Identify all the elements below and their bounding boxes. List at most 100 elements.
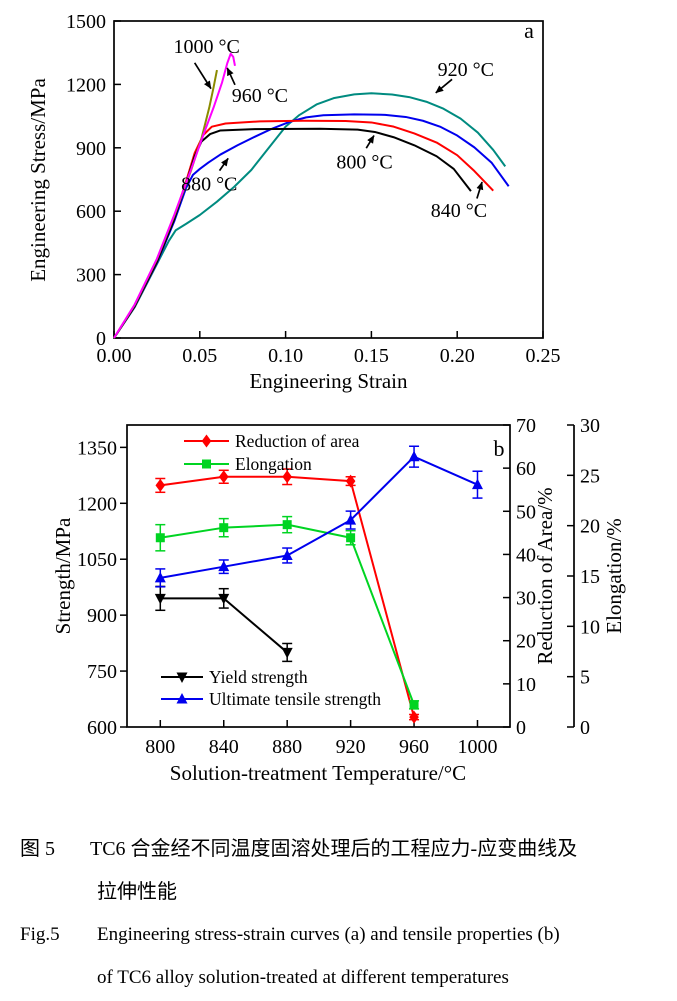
annotation-arrow — [193, 62, 212, 90]
annotation-arrow — [218, 157, 229, 172]
legend-label: Reduction of area — [235, 431, 360, 451]
x-tick-label: 0.15 — [354, 345, 389, 367]
x-tick-label: 0.05 — [182, 345, 217, 367]
curve-label-880C: 880 °C — [181, 173, 237, 195]
x-tick-label: 1000 — [457, 736, 497, 758]
curve-920C — [113, 92, 507, 339]
marker-triangle-up — [408, 450, 420, 462]
legend-label: Ultimate tensile strength — [209, 689, 381, 709]
marker-triangle-up — [345, 514, 357, 525]
marker-diamond — [155, 478, 166, 492]
right2-axis-title: Elongation/% — [602, 518, 626, 633]
right1-tick-label: 30 — [516, 588, 536, 610]
figure-caption: 图 5 TC6 合金经不同温度固溶处理后的工程应力-应变曲线及 拉伸性能 Fig.… — [20, 836, 668, 1001]
series-yield-strength — [154, 585, 293, 663]
x-tick-label: 840 — [209, 736, 239, 758]
marker-diamond — [345, 474, 356, 488]
right2-tick-label: 25 — [580, 465, 600, 487]
series-ultimate-tensile-strength — [154, 445, 483, 588]
annotation-arrow — [365, 135, 375, 149]
marker-triangle-down — [218, 593, 230, 605]
y-tick-label: 1200 — [66, 74, 106, 96]
caption-en-line2: of TC6 alloy solution-treated at differe… — [97, 967, 509, 988]
marker-triangle-up — [471, 478, 483, 490]
right1-axis-title: Reduction of Area/% — [533, 487, 557, 664]
right1-tick-label: 20 — [516, 631, 536, 653]
right2-tick-label: 5 — [580, 667, 590, 689]
panel-label-a: a — [524, 18, 534, 43]
legend-label: Yield strength — [209, 667, 308, 687]
y-tick-label: 300 — [76, 265, 106, 287]
right2-tick-label: 10 — [580, 616, 600, 638]
right1-tick-label: 0 — [516, 717, 526, 739]
curve-880C — [113, 113, 510, 339]
caption-zh-text: TC6 合金经不同温度固溶处理后的工程应力-应变曲线及 — [90, 838, 578, 860]
right1-tick-label: 70 — [516, 415, 536, 437]
marker-square — [282, 520, 292, 530]
left-tick-label: 750 — [87, 661, 117, 683]
marker-square — [409, 700, 419, 710]
caption-zh-line1: 图 5 TC6 合金经不同温度固溶处理后的工程应力-应变曲线及 — [20, 836, 668, 862]
curve-label-920C: 920 °C — [438, 59, 494, 81]
curve-800C — [113, 127, 472, 339]
y-tick-label: 600 — [76, 201, 106, 223]
right1-tick-label: 60 — [516, 458, 536, 480]
caption-en-text: Engineering stress-strain curves (a) and… — [97, 924, 560, 945]
marker-triangle-down — [154, 593, 166, 605]
curve-1000C — [113, 69, 218, 339]
right2-tick-label: 0 — [580, 717, 590, 739]
legend-label: Elongation — [235, 454, 312, 474]
marker-triangle-up — [281, 549, 293, 560]
marker-triangle-up — [218, 560, 230, 572]
marker-triangle-up — [176, 693, 188, 704]
right1-tick-label: 40 — [516, 544, 536, 566]
x-tick-label: 920 — [336, 736, 366, 758]
series-line — [160, 455, 478, 579]
tensile-properties-chart-b: 800 840 880 920 960 1000600750900105012001350… — [51, 415, 626, 785]
x-tick-label: 960 — [399, 736, 429, 758]
marker-diamond — [282, 470, 292, 484]
legend-item-ultimate-tensile-strength: Ultimate tensile strength — [161, 689, 381, 709]
marker-triangle-down — [281, 647, 293, 659]
x-tick-label: 0.25 — [526, 345, 561, 367]
y-tick-label: 900 — [76, 138, 106, 160]
panel-label-b: b — [494, 436, 505, 461]
x-tick-label: 800 — [145, 736, 175, 758]
legend-item-yield-strength: Yield strength — [161, 667, 308, 687]
x-tick-label: 880 — [272, 736, 302, 758]
right2-tick-label: 30 — [580, 415, 600, 437]
caption-en-line1: Fig.5 Engineering stress-strain curves (a… — [20, 922, 668, 948]
y-tick-label: 1500 — [66, 11, 106, 33]
left-tick-label: 1350 — [77, 437, 117, 459]
annotation-arrow — [226, 67, 236, 86]
right2-tick-label: 15 — [580, 566, 600, 588]
annotation-arrow — [435, 78, 453, 94]
left-tick-label: 1200 — [77, 493, 117, 515]
curve-960C — [113, 52, 236, 339]
legend-item-elongation: Elongation — [184, 454, 312, 474]
x-tick-label: 0.20 — [440, 345, 475, 367]
marker-diamond — [218, 470, 229, 484]
plot-box — [113, 20, 544, 339]
right2-tick-label: 20 — [580, 516, 600, 538]
marker-square — [155, 533, 165, 543]
right1-tick-label: 50 — [516, 501, 536, 523]
marker-square — [202, 459, 211, 469]
marker-triangle-down — [176, 672, 188, 683]
caption-en-label: Fig.5 — [20, 924, 60, 945]
marker-diamond — [201, 434, 212, 448]
caption-zh-line2: 拉伸性能 — [97, 881, 177, 903]
plot-box — [126, 424, 511, 728]
curve-label-840C: 840 °C — [431, 200, 487, 222]
y-axis-title: Engineering Stress/MPa — [26, 78, 50, 282]
curve-label-800C: 800 °C — [336, 152, 392, 174]
left-tick-label: 1050 — [77, 549, 117, 571]
left-axis-title: Strength/MPa — [51, 517, 75, 634]
annotation-arrow — [476, 181, 484, 199]
curve-label-1000C: 1000 °C — [173, 36, 239, 58]
marker-triangle-up — [154, 571, 166, 583]
left-tick-label: 900 — [87, 605, 117, 627]
left-tick-label: 600 — [87, 717, 117, 739]
x-tick-label: 0.00 — [97, 345, 132, 367]
